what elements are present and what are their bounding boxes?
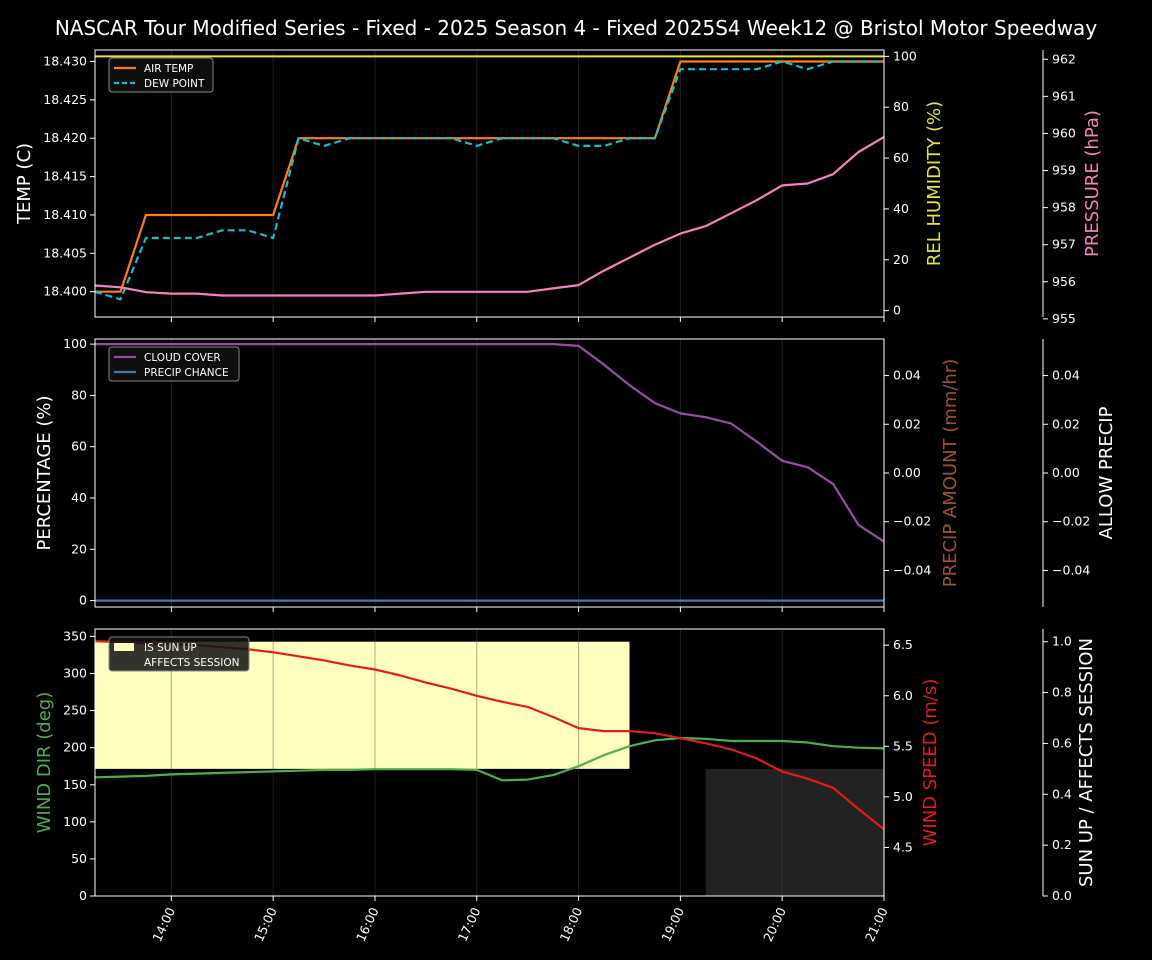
y2-tick-label: 6.5: [893, 637, 913, 652]
y3-tick-label: 962: [1052, 51, 1076, 66]
affects-session-band: [705, 768, 884, 896]
y-tick-label: 18.430: [43, 54, 87, 69]
y-tick-label: 18.405: [43, 245, 87, 260]
y-axis-label: WIND DIR (deg): [34, 692, 55, 834]
legend-label: AIR TEMP: [144, 63, 193, 75]
y-tick-label: 20: [71, 541, 87, 556]
y-tick-label: 250: [63, 703, 87, 718]
y-tick-label: 40: [71, 490, 87, 505]
pressure-line: [94, 136, 885, 297]
y3-tick-label: 956: [1052, 274, 1076, 289]
y-tick-label: 200: [63, 740, 87, 755]
cloud-cover-line: [95, 343, 885, 543]
y3-tick-label: 0.02: [1052, 416, 1080, 431]
y2-axis-label: REL HUMIDITY (%): [924, 101, 945, 266]
y2-axis-label: WIND SPEED (m/s): [920, 679, 941, 847]
panel-wind-sun: 0 50 100 150 200 250 300 350 4.5 5.0 5.5 6.0 6.5 0.0 0…: [34, 628, 1097, 944]
y3-tick-label: 955: [1052, 311, 1076, 326]
y-tick-label: 18.420: [43, 130, 87, 145]
y-tick-label: 18.425: [43, 92, 87, 107]
y2-tick-label: 5.0: [893, 789, 913, 804]
panel-weather-temp: 18.400 18.405 18.410 18.415 18.420 18.425 18.4…: [14, 48, 1103, 325]
y3-tick-label: 957: [1052, 237, 1076, 252]
legend: AIR TEMP DEW POINT: [108, 57, 214, 93]
y3-tick-label: 960: [1052, 125, 1076, 140]
y3-tick-label: 959: [1052, 163, 1076, 178]
legend: IS SUN UP AFFECTS SESSION: [108, 636, 250, 672]
y2-tick-label: 100: [893, 48, 917, 63]
legend-box: [108, 346, 240, 382]
dew-point-line: [94, 60, 884, 301]
y2-tick-label: 80: [893, 99, 909, 114]
y3-tick-label: −0.04: [1052, 562, 1090, 577]
legend-swatch: [114, 643, 134, 651]
y-tick-label: 18.400: [43, 284, 87, 299]
wind-dir-line: [94, 736, 885, 782]
y3-axis-label: PRESSURE (hPa): [1082, 110, 1103, 257]
y-tick-label: 18.415: [43, 169, 87, 184]
legend-label: CLOUD COVER: [144, 352, 221, 364]
y2-tick-label: 0.00: [893, 465, 921, 480]
plot-frame: [94, 628, 885, 897]
y2-tick-label: 5.5: [893, 738, 913, 753]
plot-area: [95, 50, 884, 317]
y3-tick-label: 1.0: [1052, 634, 1072, 649]
y2-tick-label: −0.04: [893, 562, 931, 577]
y3-tick-label: 0.4: [1052, 786, 1072, 801]
y-tick-label: 80: [71, 387, 87, 402]
y-tick-label: 150: [63, 777, 87, 792]
y2-tick-label: 20: [893, 252, 909, 267]
y3-tick-label: −0.02: [1052, 514, 1090, 529]
panel-cloud-precip: 0 20 40 60 80 100 −0.04 −0.02 0.00 0.02 0.04 −0.04 −…: [34, 336, 1117, 612]
y2-tick-label: 40: [893, 201, 909, 216]
y2-tick-label: 0.04: [893, 368, 921, 383]
air-temp-line: [95, 60, 884, 293]
y3-tick-label: 0.8: [1052, 685, 1072, 700]
y2-tick-label: 6.0: [893, 688, 913, 703]
y-tick-label: 18.410: [43, 207, 87, 222]
y-tick-label: 350: [63, 628, 87, 643]
y-tick-label: 0: [79, 593, 87, 608]
legend-box: [108, 636, 250, 672]
legend-label: DEW POINT: [144, 78, 205, 90]
y-tick-label: 100: [63, 336, 87, 351]
y2-tick-label: 0: [893, 303, 901, 318]
legend: CLOUD COVER PRECIP CHANCE: [108, 346, 240, 382]
plot-area: [95, 339, 884, 607]
y3-tick-label: 0.6: [1052, 735, 1072, 750]
y2-tick-label: 4.5: [893, 839, 913, 854]
y-tick-label: 60: [71, 439, 87, 454]
y-tick-label: 50: [71, 851, 87, 866]
y-tick-label: 300: [63, 666, 87, 681]
y2-tick-label: 60: [893, 150, 909, 165]
y3-axis-label: ALLOW PRECIP: [1096, 406, 1117, 539]
y-tick-label: 0: [79, 888, 87, 903]
y2-axis-label: PRECIP AMOUNT (mm/hr): [940, 359, 961, 588]
plot-frame: [94, 49, 885, 318]
legend-swatch: [114, 658, 134, 666]
y2-tick-label: 0.02: [893, 416, 921, 431]
y3-tick-label: 0.04: [1052, 368, 1080, 383]
y3-tick-label: 0.00: [1052, 465, 1080, 480]
legend-label: AFFECTS SESSION: [144, 657, 240, 669]
y3-tick-label: 958: [1052, 200, 1076, 215]
y3-tick-label: 961: [1052, 88, 1076, 103]
legend-label: IS SUN UP: [144, 642, 197, 654]
y2-tick-label: −0.02: [893, 514, 931, 529]
y3-tick-label: 0.0: [1052, 888, 1072, 903]
y-tick-label: 100: [63, 814, 87, 829]
legend-label: PRECIP CHANCE: [144, 367, 229, 379]
y3-tick-label: 0.2: [1052, 837, 1072, 852]
y3-axis-label: SUN UP / AFFECTS SESSION: [1076, 638, 1097, 887]
chart-title: NASCAR Tour Modified Series - Fixed - 20…: [55, 16, 1097, 40]
y-axis-label: TEMP (C): [14, 143, 35, 225]
y-axis-label: PERCENTAGE (%): [34, 395, 55, 550]
